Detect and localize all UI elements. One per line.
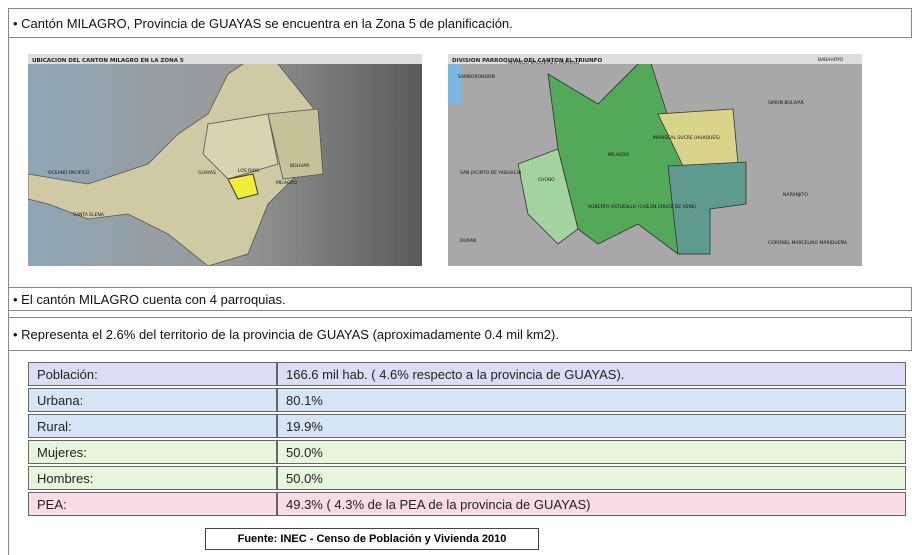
value-cell: 49.3% ( 4.3% de la PEA de la provincia d… bbox=[277, 492, 906, 516]
map-label: DURAN bbox=[460, 238, 476, 244]
map-label: SANTA ELENA bbox=[73, 212, 105, 218]
label-cell: Hombres: bbox=[28, 466, 277, 490]
source: Fuente: INEC - Censo de Población y Vivi… bbox=[205, 528, 539, 550]
map-label: ROBERTO ASTUDILLO (CAB.EN CRUCE DE VENE) bbox=[588, 204, 697, 210]
map-label: SIMON BOLIVAR bbox=[768, 100, 804, 106]
item: • El cantón MILAGRO cuenta con 4 parroqu… bbox=[8, 287, 912, 311]
map-label: NARANJITO bbox=[783, 192, 808, 198]
map-title: DIVISION PARROQUIAL DEL CANTON EL TRIUNF… bbox=[452, 58, 603, 64]
map-label: MILAGRO bbox=[608, 152, 629, 158]
map-label: ALFREDO BAQUERIZO MORENO bbox=[508, 60, 580, 66]
map-label: SAN JACINTO DE YAGUACHI bbox=[460, 170, 521, 176]
frame bbox=[8, 8, 912, 555]
label-cell: Mujeres: bbox=[28, 440, 277, 464]
map-right: DIVISION PARROQUIAL DEL CANTON EL TRIUNF… bbox=[448, 54, 862, 266]
label-cell: Rural: bbox=[28, 414, 277, 438]
map-title: UBICACION DEL CANTON MILAGRO EN LA ZONA … bbox=[32, 58, 184, 64]
map-left: UBICACION DEL CANTON MILAGRO EN LA ZONA … bbox=[28, 54, 422, 266]
label-cell: Población: bbox=[28, 362, 277, 386]
value-cell: 80.1% bbox=[277, 388, 906, 412]
label-cell: Urbana: bbox=[28, 388, 277, 412]
map-label: MILAGRO bbox=[276, 180, 297, 186]
map-label: LOS RIOS bbox=[238, 168, 259, 174]
value-cell: 166.6 mil hab. ( 4.6% respecto a la prov… bbox=[277, 362, 906, 386]
map-label: CHOBO bbox=[538, 177, 555, 183]
value-cell: 50.0% bbox=[277, 466, 906, 490]
value-cell: 19.9% bbox=[277, 414, 906, 438]
item: • Cantón MILAGRO, Provincia de GUAYAS se… bbox=[8, 8, 912, 38]
item: • Representa el 2.6% del territorio de l… bbox=[8, 317, 912, 351]
map-label: BOLIVAR bbox=[290, 163, 309, 169]
label-cell: PEA: bbox=[28, 492, 277, 516]
map-label: SAMBORONDON bbox=[458, 74, 495, 80]
map-label: OCEANO PACIFICO bbox=[48, 170, 90, 176]
value-cell: 50.0% bbox=[277, 440, 906, 464]
map-label: GUAYAS bbox=[198, 170, 216, 176]
map-label: BABAHOYO bbox=[818, 57, 844, 63]
map-label: CORONEL MARCELINO MARIDUEÑA bbox=[768, 239, 848, 246]
map-label: MARISCAL SUCRE (HUAQUES) bbox=[653, 135, 720, 141]
